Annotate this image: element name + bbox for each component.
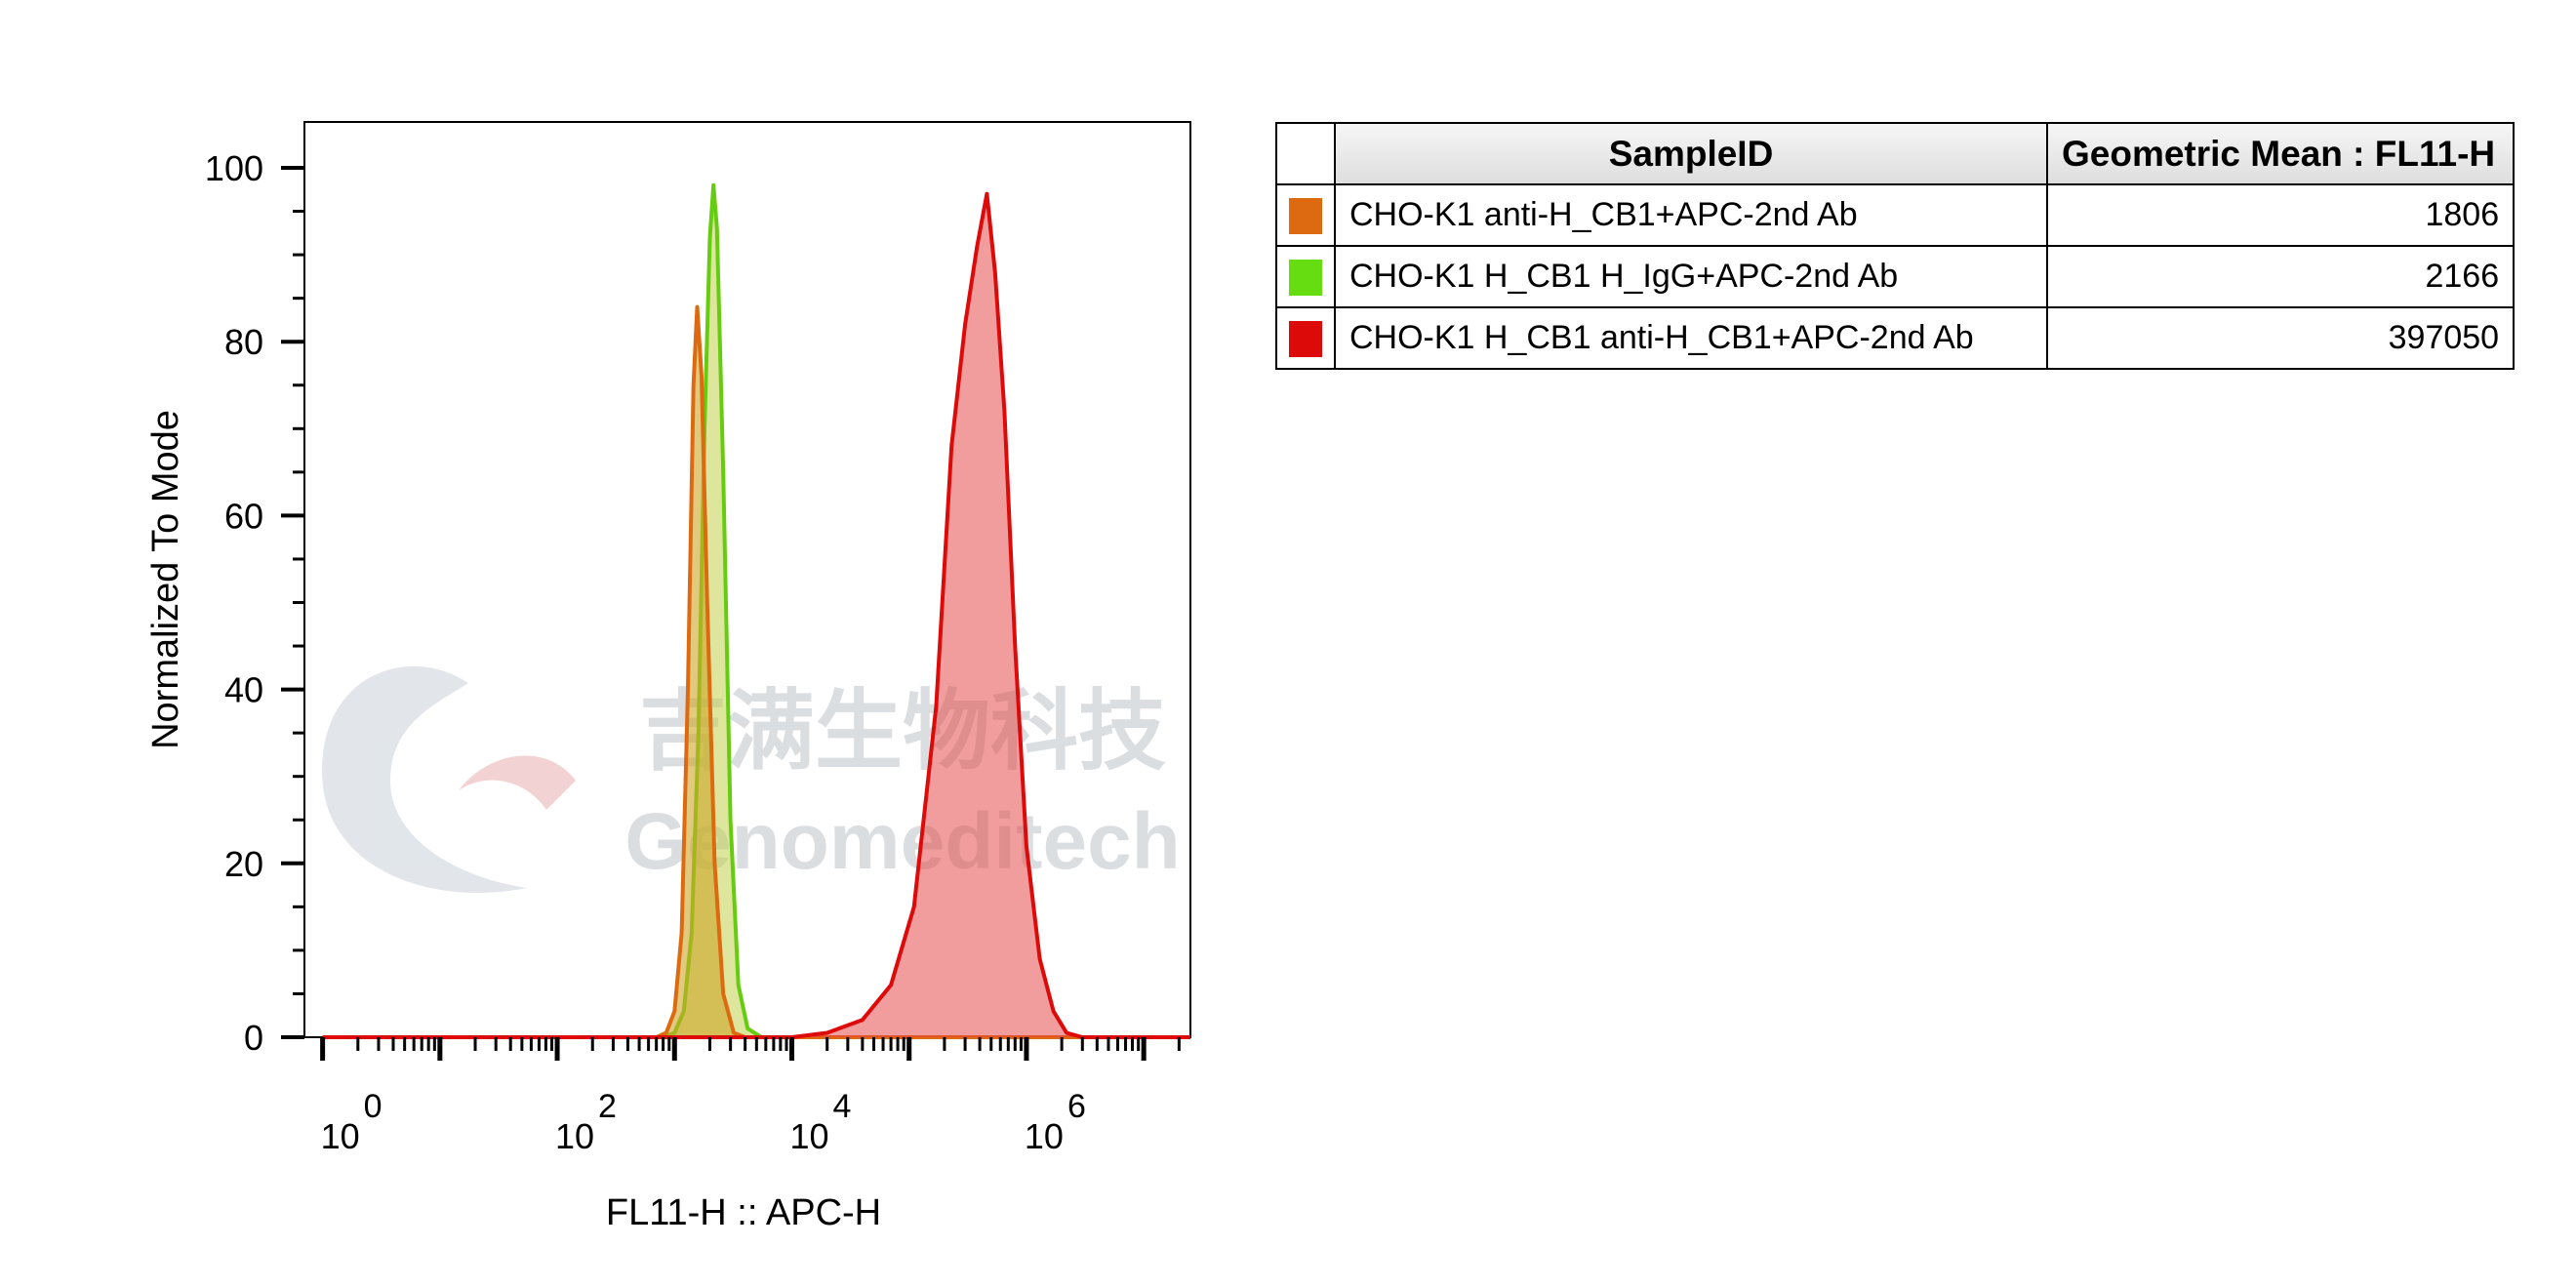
legend-swatch bbox=[1289, 198, 1322, 235]
legend-row: CHO-K1 anti-H_CB1+APC-2nd Ab 1806 bbox=[1275, 183, 2516, 247]
legend-header-geometric-mean: Geometric Mean : FL11-H bbox=[2045, 122, 2516, 185]
legend-geometric-mean: 397050 bbox=[2045, 306, 2516, 370]
legend-row: CHO-K1 H_CB1 anti-H_CB1+APC-2nd Ab 39705… bbox=[1275, 306, 2516, 370]
series-line-2 bbox=[322, 191, 1190, 1039]
y-tick-label: 40 bbox=[224, 670, 263, 710]
x-tick-label-base: 10 bbox=[321, 1116, 360, 1156]
histogram-chart: 吉满生物科技 Genomeditech 02040608010010010210… bbox=[145, 121, 1191, 1233]
legend-sample-name: CHO-K1 H_CB1 anti-H_CB1+APC-2nd Ab bbox=[1334, 306, 2048, 370]
series-fill-2 bbox=[322, 193, 1191, 1037]
x-tick-label-exponent: 6 bbox=[1067, 1088, 1086, 1125]
series-line-0 bbox=[322, 182, 1190, 1039]
watermark-logo bbox=[322, 665, 576, 893]
legend-swatch bbox=[1289, 321, 1322, 358]
series-fill-0 bbox=[322, 184, 1191, 1038]
legend-geometric-mean: 2166 bbox=[2045, 245, 2516, 308]
legend-sample-name: CHO-K1 H_CB1 H_IgG+APC-2nd Ab bbox=[1334, 245, 2048, 308]
series-line-1 bbox=[322, 304, 1190, 1039]
watermark-logo-swirl bbox=[322, 665, 527, 893]
x-tick-label-exponent: 4 bbox=[833, 1088, 852, 1125]
legend-geometric-mean: 1806 bbox=[2045, 183, 2516, 247]
plot-frame bbox=[303, 121, 1191, 1038]
x-tick-label-base: 10 bbox=[555, 1116, 594, 1156]
legend-swatch bbox=[1289, 260, 1322, 297]
y-tick-label: 0 bbox=[244, 1018, 263, 1058]
x-tick-label-base: 10 bbox=[1025, 1116, 1064, 1156]
watermark-logo-accent bbox=[459, 755, 576, 810]
series-layer bbox=[322, 182, 1191, 1039]
y-tick-label: 100 bbox=[205, 148, 263, 188]
legend-header-sampleid: SampleID bbox=[1334, 122, 2048, 185]
x-tick-label-exponent: 2 bbox=[598, 1088, 617, 1125]
y-tick-label: 20 bbox=[224, 844, 263, 884]
legend-header-swatch bbox=[1275, 122, 1336, 185]
x-axis-label: FL11-H :: APC-H bbox=[606, 1192, 881, 1233]
legend-table: SampleID Geometric Mean : FL11-H CHO-K1 … bbox=[1275, 122, 2516, 370]
legend-header-row: SampleID Geometric Mean : FL11-H bbox=[1275, 122, 2516, 185]
x-tick-label-exponent: 0 bbox=[364, 1088, 382, 1125]
legend-row: CHO-K1 H_CB1 H_IgG+APC-2nd Ab 2166 bbox=[1275, 245, 2516, 308]
legend-sample-name: CHO-K1 anti-H_CB1+APC-2nd Ab bbox=[1334, 183, 2048, 247]
x-tick-label-base: 10 bbox=[789, 1116, 828, 1156]
series-fill-1 bbox=[322, 306, 1191, 1038]
y-tick-label: 80 bbox=[224, 322, 263, 362]
y-axis-label: Normalized To Mode bbox=[145, 410, 186, 749]
y-tick-label: 60 bbox=[224, 496, 263, 536]
